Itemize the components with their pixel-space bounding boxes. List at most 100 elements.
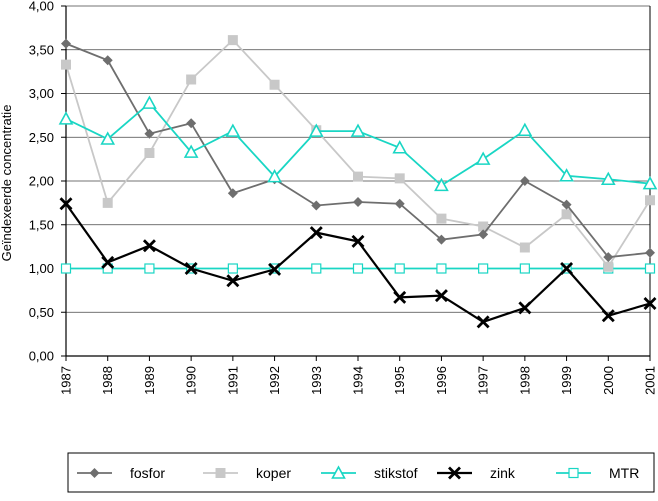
data-point-zink bbox=[601, 309, 615, 323]
data-point-MTR bbox=[478, 263, 489, 274]
data-point-zink bbox=[434, 289, 448, 303]
data-point-zink bbox=[268, 262, 282, 276]
x-tick-label: 1988 bbox=[100, 366, 115, 395]
legend-item-koper: koper bbox=[203, 465, 291, 481]
x-tick-label: 1996 bbox=[434, 366, 449, 395]
data-point-fosfor bbox=[61, 38, 71, 49]
data-point-koper bbox=[603, 261, 614, 272]
data-point-fosfor bbox=[519, 176, 530, 186]
y-tick-label: 3,00 bbox=[29, 86, 54, 101]
data-point-koper bbox=[227, 35, 238, 46]
legend-swatch-marker bbox=[331, 465, 346, 479]
x-tick-label: 1995 bbox=[392, 366, 407, 395]
data-point-fosfor bbox=[561, 199, 572, 210]
y-tick-label: 0,00 bbox=[29, 349, 54, 364]
x-tick-label: 1994 bbox=[351, 366, 366, 395]
legend-item-stikstof: stikstof bbox=[321, 465, 418, 481]
data-point-koper bbox=[353, 171, 363, 182]
data-point-stikstof bbox=[267, 168, 282, 183]
legend-label: stikstof bbox=[374, 465, 418, 481]
data-point-fosfor bbox=[394, 198, 405, 209]
data-point-koper bbox=[269, 79, 280, 90]
data-point-koper bbox=[436, 213, 447, 224]
data-point-stikstof bbox=[600, 171, 616, 186]
data-point-koper bbox=[478, 221, 489, 232]
data-point-koper bbox=[519, 242, 530, 253]
x-tick-label: 1993 bbox=[309, 366, 324, 395]
data-point-zink bbox=[518, 301, 532, 315]
data-point-koper bbox=[645, 195, 655, 206]
series-zink bbox=[59, 197, 657, 329]
data-point-fosfor bbox=[436, 234, 447, 245]
data-point-stikstof bbox=[434, 177, 449, 192]
legend-item-fosfor: fosfor bbox=[77, 465, 165, 481]
data-point-MTR bbox=[644, 263, 656, 274]
legend-label: fosfor bbox=[130, 465, 165, 481]
data-point-stikstof bbox=[100, 131, 116, 145]
legend-label: MTR bbox=[609, 465, 639, 481]
data-point-stikstof bbox=[58, 111, 74, 125]
data-point-MTR bbox=[144, 263, 155, 274]
legend-label: zink bbox=[490, 465, 516, 481]
data-point-stikstof bbox=[225, 123, 241, 137]
data-point-zink bbox=[184, 262, 198, 275]
x-tick-label: 1989 bbox=[142, 366, 157, 395]
data-point-MTR bbox=[227, 263, 238, 274]
y-axis-title: Geïndexeerde concentratie bbox=[0, 105, 14, 262]
legend-swatch-marker bbox=[215, 468, 226, 478]
data-point-zink bbox=[393, 290, 407, 304]
legend-item-zink: zink bbox=[437, 465, 516, 481]
data-point-zink bbox=[309, 226, 323, 240]
data-point-MTR bbox=[311, 263, 322, 274]
data-point-MTR bbox=[60, 263, 72, 274]
data-point-stikstof bbox=[642, 175, 658, 190]
data-point-fosfor bbox=[186, 118, 197, 129]
y-tick-label: 3,50 bbox=[29, 42, 54, 57]
data-point-koper bbox=[186, 74, 197, 85]
data-point-fosfor bbox=[645, 247, 655, 258]
series-layer bbox=[58, 35, 658, 329]
data-point-koper bbox=[61, 59, 71, 70]
x-tick-label: 1999 bbox=[559, 366, 574, 395]
data-point-koper bbox=[561, 209, 572, 220]
data-point-stikstof bbox=[517, 122, 533, 137]
data-point-stikstof bbox=[475, 151, 491, 165]
series-koper bbox=[61, 35, 655, 272]
data-point-MTR bbox=[394, 263, 405, 274]
x-tick-label: 1992 bbox=[267, 366, 282, 395]
data-point-zink bbox=[59, 197, 73, 211]
data-point-zink bbox=[101, 255, 115, 269]
data-point-fosfor bbox=[227, 188, 238, 199]
y-tick-label: 4,00 bbox=[29, 0, 54, 14]
data-point-fosfor bbox=[353, 197, 363, 207]
data-point-stikstof bbox=[183, 144, 199, 158]
data-point-stikstof bbox=[308, 123, 324, 137]
data-point-stikstof bbox=[142, 95, 157, 109]
data-point-fosfor bbox=[311, 200, 322, 211]
y-tick-label: 1,50 bbox=[29, 217, 54, 232]
y-tick-label: 2,00 bbox=[29, 174, 54, 189]
series-stikstof bbox=[58, 95, 658, 192]
x-tick-label: 1998 bbox=[517, 366, 532, 395]
x-axis-ticks: 1987 1988 1989 1990 1991 1992 1993 1994 1995 1996… bbox=[59, 356, 658, 395]
y-tick-label: 2,50 bbox=[29, 130, 54, 145]
data-point-koper bbox=[394, 173, 405, 184]
data-point-stikstof bbox=[559, 168, 574, 182]
legend-swatch-marker bbox=[448, 466, 461, 480]
data-point-zink bbox=[476, 315, 490, 329]
x-tick-label: 2000 bbox=[601, 366, 616, 395]
y-tick-label: 0,50 bbox=[29, 305, 54, 320]
data-point-zink bbox=[142, 239, 156, 253]
data-point-fosfor bbox=[102, 55, 113, 66]
data-point-zink bbox=[560, 262, 574, 275]
data-point-MTR bbox=[352, 263, 364, 274]
data-point-stikstof bbox=[350, 123, 366, 137]
y-tick-label: 1,00 bbox=[29, 261, 54, 276]
x-tick-label: 2001 bbox=[643, 366, 658, 395]
legend-label: koper bbox=[256, 465, 291, 481]
x-tick-label: 1987 bbox=[59, 366, 74, 395]
data-point-koper bbox=[144, 148, 155, 158]
x-tick-label: 1991 bbox=[225, 366, 240, 395]
legend-swatch-marker bbox=[568, 467, 579, 479]
